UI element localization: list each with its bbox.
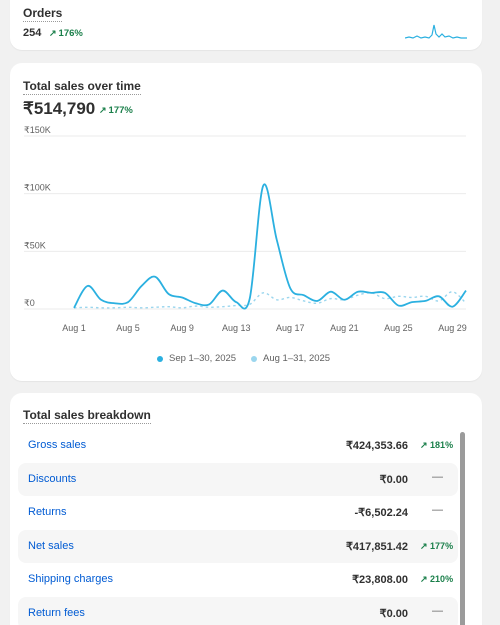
series-line-current[interactable] [73,183,467,310]
orders-title[interactable]: Orders [23,6,63,22]
dash-icon: — [432,605,443,617]
breakdown-row[interactable]: Return fees ₹0.00 — [18,597,458,625]
breakdown-row-label[interactable]: Return fees [28,607,85,619]
x-tick-label: Aug 17 [276,323,305,333]
sales-total-value: ₹514,790 [23,99,96,118]
x-tick-label: Aug 25 [384,323,413,333]
orders-sparkline [405,24,467,39]
breakdown-row-change-value: 210% [430,574,454,585]
scrollbar[interactable] [460,432,465,625]
breakdown-row-label[interactable]: Gross sales [28,439,87,451]
breakdown-row[interactable]: Discounts ₹0.00 — [18,462,458,496]
breakdown-row-value: ₹417,851.42 [345,540,408,553]
x-tick-label: Aug 1 [62,323,86,333]
breakdown-row-label[interactable]: Discounts [28,472,77,485]
sales-change: ↗ 177% [99,105,133,116]
legend-dot-icon [251,355,257,362]
sales-title[interactable]: Total sales over time [23,79,141,95]
arrow-up-right-icon: ↗ [99,105,107,115]
arrow-up-right-icon: ↗ [420,440,431,450]
breakdown-row-change: ↗ 181% [420,440,453,451]
legend-dot-icon [157,355,163,362]
series-line-previous[interactable] [73,291,467,309]
sales-change-value: 177% [108,105,133,116]
orders-change-value: 176% [58,28,83,39]
arrow-up-right-icon: ↗ [420,574,431,585]
x-tick-label: Aug 13 [222,323,251,333]
x-tick-label: Aug 29 [438,323,467,333]
breakdown-row-change: ↗ 210% [420,574,453,585]
orders-value: 254 [23,27,42,39]
breakdown-row-change-value: 181% [430,440,454,450]
legend-item-current[interactable]: Sep 1–30, 2025 [157,353,236,364]
breakdown-row[interactable]: Gross sales ₹424,353.66 ↗ 181% [18,429,458,462]
breakdown-row[interactable]: Returns -₹6,502.24 — [18,496,458,529]
legend-label-previous: Aug 1–31, 2025 [263,353,331,364]
dash-icon: — [432,504,443,517]
breakdown-row-change: ↗ 177% [420,541,453,552]
breakdown-row-value: ₹0.00 [379,608,408,620]
breakdown-row-change-value: 177% [430,540,454,551]
breakdown-row-label[interactable]: Returns [28,506,67,519]
legend-label-current: Sep 1–30, 2025 [169,353,237,364]
breakdown-row-label[interactable]: Net sales [28,539,74,552]
sales-breakdown-card: Total sales breakdown Gross sales ₹424,35… [10,393,482,625]
y-tick-label: ₹0 [24,298,35,308]
breakdown-row[interactable]: Shipping charges ₹23,808.00 ↗ 210% [18,563,458,596]
breakdown-row[interactable]: Net sales ₹417,851.42 ↗ 177% [18,529,458,563]
legend-item-previous[interactable]: Aug 1–31, 2025 [251,353,330,364]
x-tick-label: Aug 5 [116,323,140,333]
orders-change: ↗ 176% [49,28,83,39]
dash-icon: — [432,470,443,483]
y-tick-label: ₹100K [24,183,51,193]
y-tick-label: ₹150K [24,125,51,135]
breakdown-row-value: ₹23,808.00 [352,574,408,587]
x-tick-label: Aug 9 [170,323,194,333]
sales-line-chart[interactable]: ₹0 ₹50K ₹100K ₹150K Aug 1 Aug 5 Aug 9 Aug 13 Aug… [10,63,482,381]
arrow-up-right-icon: ↗ [420,540,431,551]
orders-card[interactable]: Orders 254 ↗ 176% [10,0,482,50]
arrow-up-right-icon: ↗ [49,28,57,38]
x-tick-label: Aug 21 [330,323,359,333]
y-tick-label: ₹50K [24,240,46,250]
sales-over-time-card: Total sales over time ₹514,790 ↗ 177% ₹0 ₹… [10,63,482,381]
breakdown-title[interactable]: Total sales breakdown [23,408,151,424]
breakdown-row-label[interactable]: Shipping charges [28,573,114,586]
breakdown-row-value: -₹6,502.24 [354,507,408,520]
breakdown-row-value: ₹424,353.66 [345,440,408,452]
breakdown-row-value: ₹0.00 [379,473,408,486]
